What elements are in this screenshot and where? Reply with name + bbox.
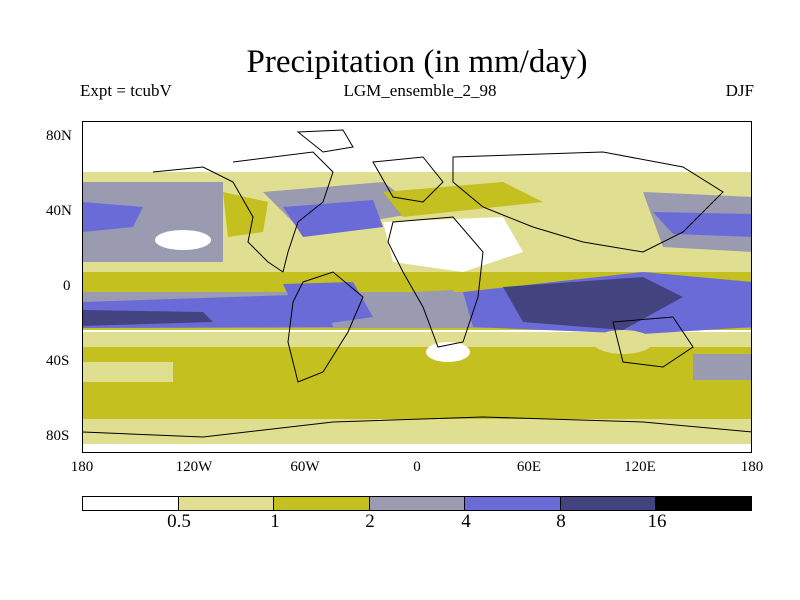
season-label: DJF (725, 81, 754, 100)
experiment-label: Expt = tcubV (80, 81, 172, 100)
patch-indian-dark (503, 277, 683, 330)
patch-wp-blue (653, 212, 751, 237)
dry-np-subtropic (155, 230, 211, 250)
coast-greenland (296, 129, 354, 153)
patch-south-east (693, 354, 751, 380)
lon-label-60e: 60E (516, 459, 542, 475)
colorbar-segment-4 (465, 497, 561, 510)
patch-south-pacific-light (83, 362, 173, 382)
precipitation-map (82, 121, 752, 453)
map-canvas (83, 122, 751, 452)
lon-label-120e: 120E (624, 459, 656, 475)
lon-label-0: 0 (413, 459, 421, 475)
colorbar-segment-6 (656, 497, 752, 510)
colorbar-segment-1 (178, 497, 275, 510)
dry-antarctic (83, 444, 751, 452)
lat-label-80s: 80S (46, 428, 70, 444)
colorbar-segment-0 (83, 497, 179, 510)
coast-australia (612, 316, 694, 368)
band-south-olive (83, 347, 751, 419)
patch-np-blue (83, 202, 143, 232)
dry-south-atlantic (426, 342, 470, 362)
patch-amazon (283, 282, 373, 327)
colorbar-segment-2 (274, 497, 370, 510)
colorbar-label-2: 2 (365, 511, 375, 532)
patch-na-blue (283, 200, 383, 237)
colorbar-label-1: 1 (270, 511, 280, 532)
colorbar-label-16: 16 (647, 511, 667, 532)
coast-north-america-west (152, 166, 284, 273)
coast-north-america-east (232, 151, 334, 273)
patch-na-west (223, 192, 268, 237)
colorbar-label-0-5: 0.5 (167, 511, 191, 532)
coast-asia (452, 151, 724, 253)
run-label: LGM_ensemble_2_98 (343, 81, 497, 100)
lon-label-180e: 180 (740, 459, 764, 475)
lat-label-40s: 40S (46, 353, 70, 369)
patch-africa (413, 290, 463, 327)
dry-arctic (83, 122, 751, 170)
map-title: Precipitation (in mm/day) (246, 44, 588, 80)
colorbar-segment-5 (560, 497, 657, 510)
colorbar-label-8: 8 (556, 511, 566, 532)
coast-europe (372, 156, 444, 203)
coast-south-america (287, 271, 364, 383)
coast-antarctica (83, 416, 751, 438)
lat-label-0: 0 (63, 278, 71, 294)
colorbar (82, 496, 752, 511)
lat-label-40n: 40N (46, 203, 72, 219)
lon-label-60w: 60W (290, 459, 320, 475)
patch-pacific-dark (83, 310, 213, 326)
dry-sahara (383, 217, 523, 272)
light-australia (593, 330, 653, 354)
lon-label-180w: 180 (70, 459, 94, 475)
patch-europe (383, 182, 543, 217)
colorbar-segment-3 (369, 497, 466, 510)
coastlines (83, 129, 751, 438)
lon-label-120w: 120W (175, 459, 213, 475)
coast-africa (387, 216, 484, 348)
lat-label-80n: 80N (46, 128, 72, 144)
colorbar-label-4: 4 (461, 511, 471, 532)
